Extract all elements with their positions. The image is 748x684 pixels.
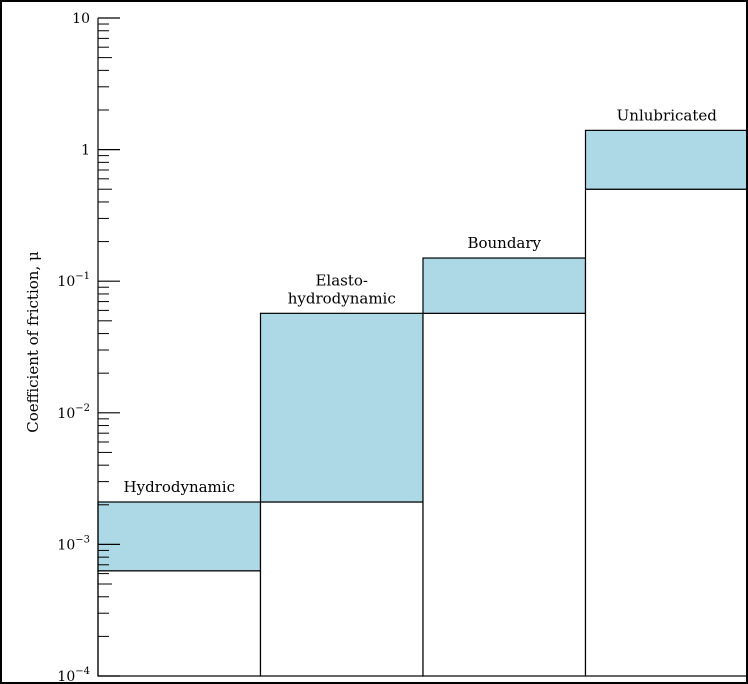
y-axis: 10−4 10−3 10−2 10−1 1 10 [57,11,120,684]
y-axis-label: Coefficient of friction, μ [24,251,42,433]
regime-label: Hydrodynamic [124,478,235,496]
regime-label: Unlubricated [617,106,718,124]
regime-range-bar [584,129,748,190]
regime-label: hydrodynamic [288,289,396,307]
regime-label: Elasto- [315,271,368,289]
regime-column-base [422,312,587,677]
regime-range-bar [259,312,424,503]
regime-range-bar [422,257,587,314]
regime-column-base [259,501,424,677]
y-tick-label: 1 [81,143,90,159]
regime-column-base [97,570,262,677]
y-tick-label: 10−3 [57,534,90,553]
y-tick-label: 10−2 [57,403,90,422]
regime-column-base [584,188,748,677]
y-tick-label: 10−1 [57,271,90,290]
y-tick-label: 10−4 [57,666,90,684]
regime-bars [97,129,748,677]
regime-labels: Hydrodynamic Elasto-hydrodynamic Boundary U… [124,106,718,496]
regime-label: Boundary [467,234,541,252]
regime-range-bar [97,501,262,572]
y-tick-label: 10 [72,11,90,27]
